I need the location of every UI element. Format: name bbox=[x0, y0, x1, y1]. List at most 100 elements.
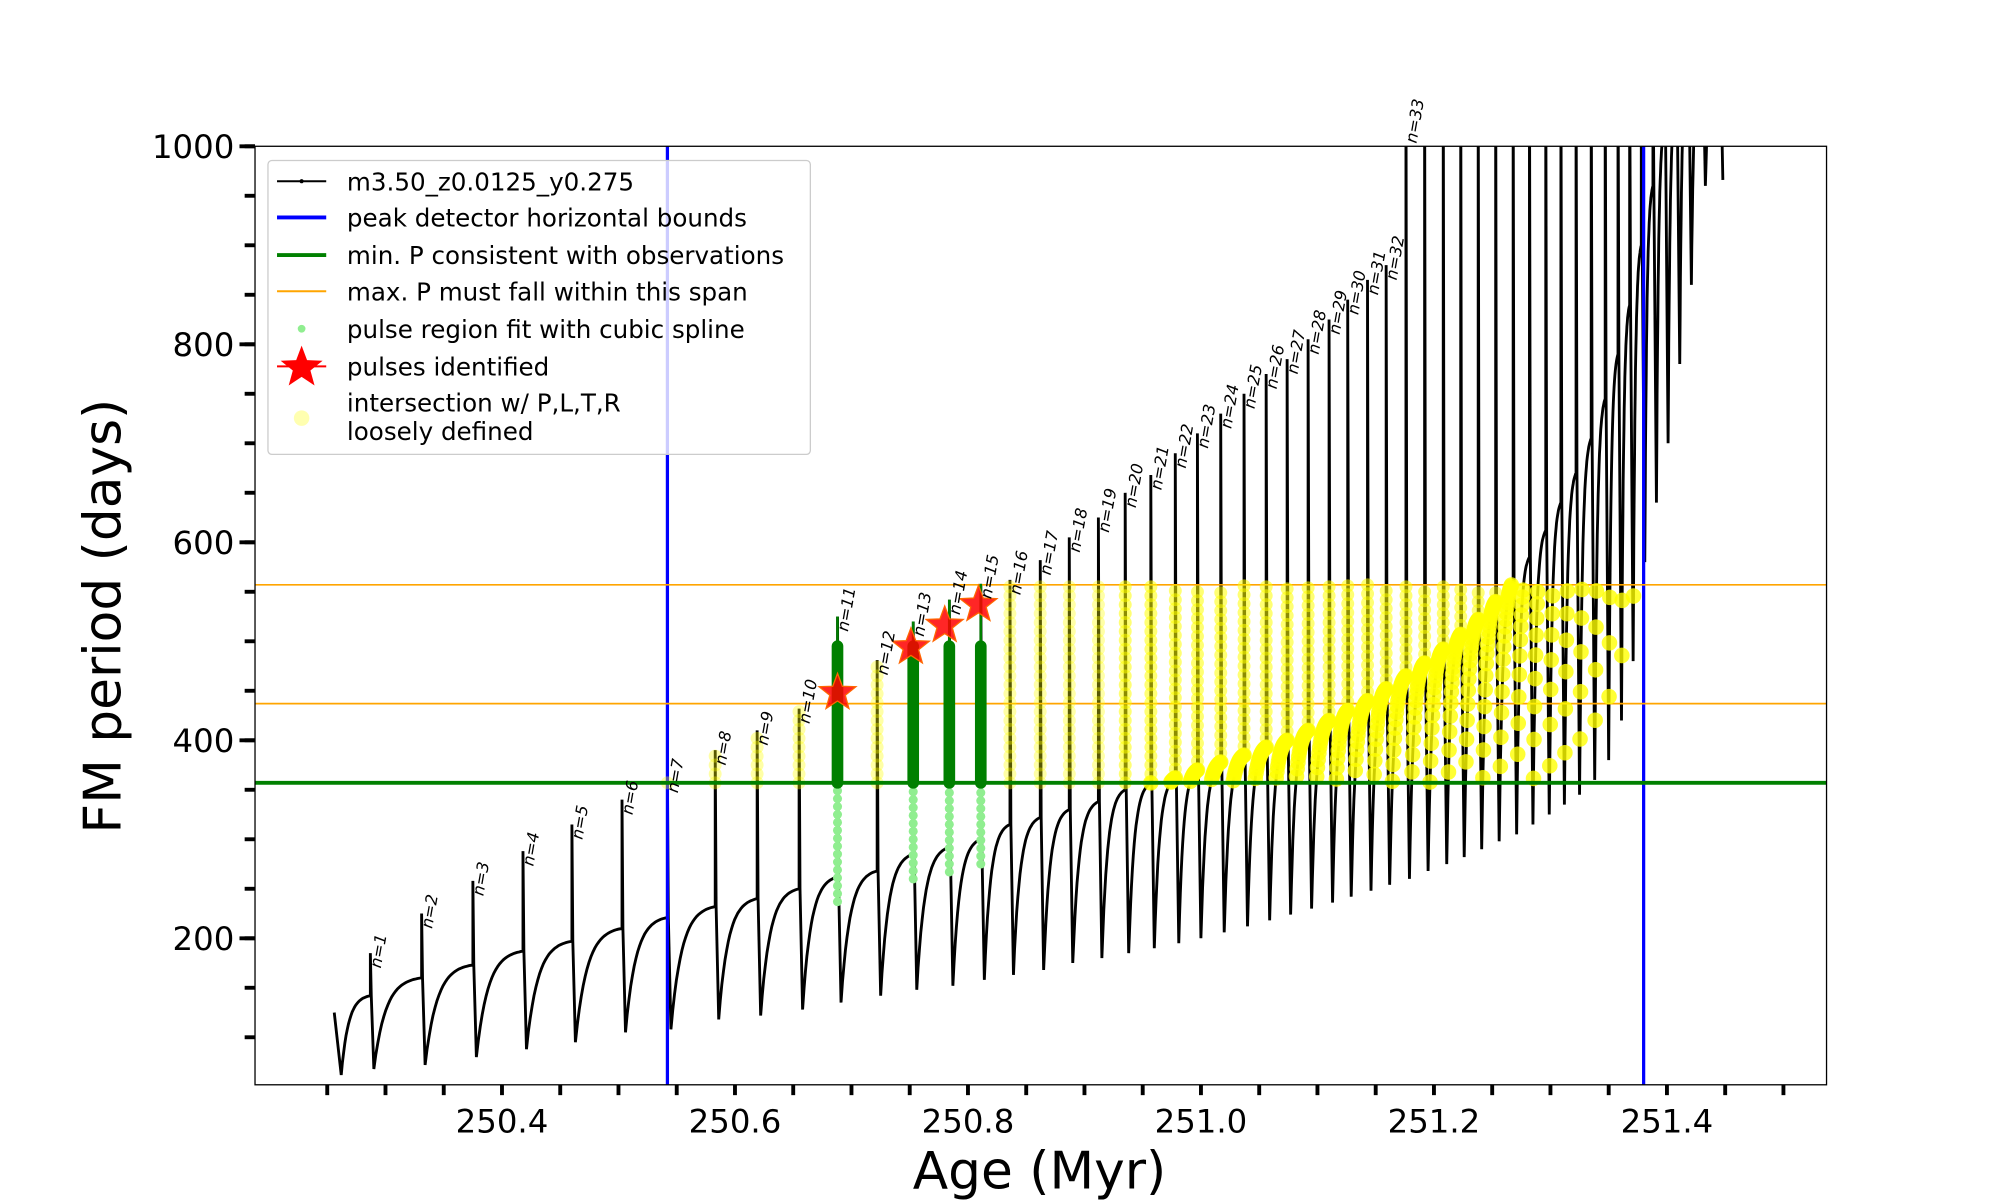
intersection-point bbox=[1436, 615, 1450, 629]
intersection-point bbox=[1190, 585, 1204, 599]
intersection-point bbox=[1259, 607, 1273, 621]
intersection-point bbox=[1341, 641, 1355, 655]
spline-point bbox=[944, 804, 954, 814]
pulse-label-n17: n=17 bbox=[1036, 529, 1063, 577]
intersection-point bbox=[1280, 662, 1294, 676]
intersection-point bbox=[1144, 687, 1158, 701]
spline-point bbox=[832, 849, 843, 859]
pulse-label-n4: n=4 bbox=[519, 831, 544, 868]
intersection-point bbox=[792, 714, 806, 727]
intersection-point bbox=[1062, 687, 1076, 701]
intersection-point bbox=[870, 714, 884, 727]
intersection-point bbox=[1062, 580, 1076, 594]
spline-point bbox=[832, 825, 843, 835]
spline-point bbox=[908, 866, 918, 876]
intersection-point bbox=[1460, 682, 1477, 699]
intersection-point bbox=[1322, 607, 1336, 621]
intersection-point bbox=[1259, 705, 1273, 719]
spline-point bbox=[908, 826, 918, 836]
legend-label-max-p: max. P must fall within this span bbox=[347, 277, 748, 306]
intersection-point bbox=[1280, 626, 1294, 640]
intersection-point bbox=[1118, 669, 1132, 683]
intersection-point bbox=[1237, 588, 1251, 602]
intersection-point bbox=[1418, 594, 1432, 608]
intersection-point bbox=[1144, 651, 1158, 665]
intersection-point bbox=[870, 687, 884, 701]
legend-marker-star bbox=[280, 345, 323, 386]
legend: m3.50_z0.0125_y0.275 peak detector horiz… bbox=[267, 159, 812, 456]
intersection-point bbox=[1515, 582, 1531, 598]
intersection-point bbox=[1341, 668, 1355, 682]
intersection-point bbox=[1513, 618, 1529, 635]
spline-point bbox=[976, 827, 986, 837]
intersection-point bbox=[1062, 598, 1076, 612]
intersection-point bbox=[1033, 714, 1047, 727]
spline-point bbox=[908, 818, 918, 828]
intersection-point bbox=[1528, 627, 1544, 643]
intersection-point bbox=[1503, 577, 1520, 593]
intersection-point bbox=[1003, 651, 1017, 665]
legend-marker-intersection bbox=[293, 410, 310, 426]
intersection-point bbox=[1214, 648, 1228, 662]
intersection-point bbox=[1259, 598, 1273, 612]
x-axis-label: Age (Myr) bbox=[913, 1141, 1167, 1200]
intersection-point bbox=[1544, 605, 1560, 622]
intersection-point bbox=[1003, 633, 1017, 647]
intersection-point bbox=[1189, 762, 1206, 778]
intersection-point bbox=[1494, 684, 1510, 700]
intersection-point bbox=[1091, 607, 1105, 621]
y-axis-label: FM period (days) bbox=[73, 399, 133, 834]
intersection-point bbox=[708, 758, 722, 772]
pulse-label-n32: n=32 bbox=[1382, 234, 1408, 281]
intersection-point bbox=[1436, 607, 1450, 621]
intersection-point bbox=[1399, 651, 1413, 665]
intersection-point bbox=[1033, 696, 1047, 710]
spline-point bbox=[832, 786, 843, 796]
intersection-point bbox=[1322, 615, 1336, 629]
intersection-point bbox=[1418, 620, 1432, 634]
spline-point bbox=[832, 817, 843, 827]
intersection-point bbox=[1168, 664, 1182, 678]
spline-point bbox=[832, 802, 843, 812]
intersection-point bbox=[1118, 758, 1132, 772]
intersection-point bbox=[870, 740, 884, 754]
intersection-point bbox=[1322, 633, 1336, 647]
intersection-point bbox=[1361, 658, 1375, 672]
intersection-point bbox=[1280, 600, 1294, 614]
intersection-point bbox=[1301, 643, 1315, 657]
intersection-point bbox=[1033, 589, 1047, 603]
pulse-label-n12: n=12 bbox=[873, 629, 899, 676]
intersection-point bbox=[792, 731, 806, 745]
intersection-point bbox=[1003, 705, 1017, 719]
intersection-point bbox=[1454, 610, 1468, 623]
intersection-point bbox=[1062, 633, 1076, 647]
intersection-point bbox=[1062, 607, 1076, 621]
intersection-point bbox=[750, 767, 764, 781]
pulse-identified-star-3 bbox=[958, 583, 999, 622]
intersection-point bbox=[1190, 594, 1204, 608]
pulse-label-n20: n=20 bbox=[1121, 462, 1147, 509]
intersection-point bbox=[1361, 622, 1375, 636]
intersection-point bbox=[1214, 657, 1228, 671]
intersection-point bbox=[1062, 642, 1076, 656]
intersection-point bbox=[1091, 598, 1105, 612]
intersection-point bbox=[1062, 749, 1076, 763]
intersection-point bbox=[1190, 612, 1204, 625]
intersection-point bbox=[1573, 644, 1589, 660]
intersection-point bbox=[1440, 764, 1457, 780]
intersection-point bbox=[1385, 742, 1402, 759]
intersection-point bbox=[1214, 684, 1228, 698]
spline-point bbox=[976, 843, 986, 853]
model-curve bbox=[332, 146, 1725, 1076]
intersection-point bbox=[1322, 580, 1336, 594]
intersection-point bbox=[1190, 701, 1204, 715]
intersection-point bbox=[1259, 580, 1273, 594]
intersection-point bbox=[1259, 696, 1273, 710]
intersection-point bbox=[1091, 749, 1105, 763]
intersection-point bbox=[1118, 642, 1132, 656]
intersection-point bbox=[792, 722, 806, 736]
intersection-point bbox=[1237, 659, 1251, 673]
intersection-point bbox=[1399, 615, 1413, 629]
intersection-point bbox=[1144, 598, 1158, 612]
pulse-label-n15: n=15 bbox=[976, 553, 1002, 600]
